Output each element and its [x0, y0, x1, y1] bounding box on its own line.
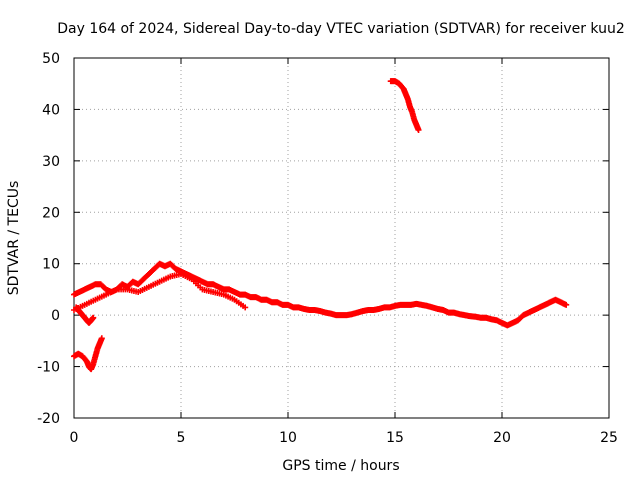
- y-tick-label: -10: [37, 360, 60, 376]
- y-tick-label: 10: [42, 257, 60, 273]
- x-tick-label: 15: [386, 430, 404, 446]
- y-tick-label: 20: [42, 205, 60, 221]
- y-tick-label: 40: [42, 102, 60, 118]
- series-lower-track: [71, 271, 249, 313]
- x-tick-label: 25: [600, 430, 618, 446]
- plot-frame: [73, 57, 610, 419]
- series-high-segment: [387, 78, 422, 133]
- x-tick-label: 10: [279, 430, 297, 446]
- y-tick-label: 0: [51, 308, 60, 324]
- data-point: [242, 304, 249, 311]
- axis-ticks: 0 5 10 15 20 25 -20 -10 0 10 20 30 40 50: [37, 51, 618, 446]
- data-point: [415, 127, 422, 133]
- x-axis-label: GPS time / hours: [282, 458, 399, 474]
- y-tick-label: 30: [42, 154, 60, 170]
- gridlines: [74, 58, 609, 418]
- series-negative-segment: [71, 335, 105, 373]
- data-point: [90, 314, 97, 321]
- y-tick-label: -20: [37, 411, 60, 427]
- x-tick-label: 0: [70, 430, 79, 446]
- y-tick-label: 50: [42, 51, 60, 67]
- series-early-dip: [73, 304, 97, 326]
- chart-title: Day 164 of 2024, Sidereal Day-to-day VTE…: [57, 21, 625, 37]
- x-tick-label: 20: [493, 430, 511, 446]
- x-tick-label: 5: [177, 430, 186, 446]
- data-point: [98, 335, 105, 342]
- series-main-track: [71, 260, 570, 329]
- data-points: [71, 78, 570, 373]
- data-point: [563, 301, 570, 308]
- y-axis-label: SDTVAR / TECUs: [6, 181, 22, 296]
